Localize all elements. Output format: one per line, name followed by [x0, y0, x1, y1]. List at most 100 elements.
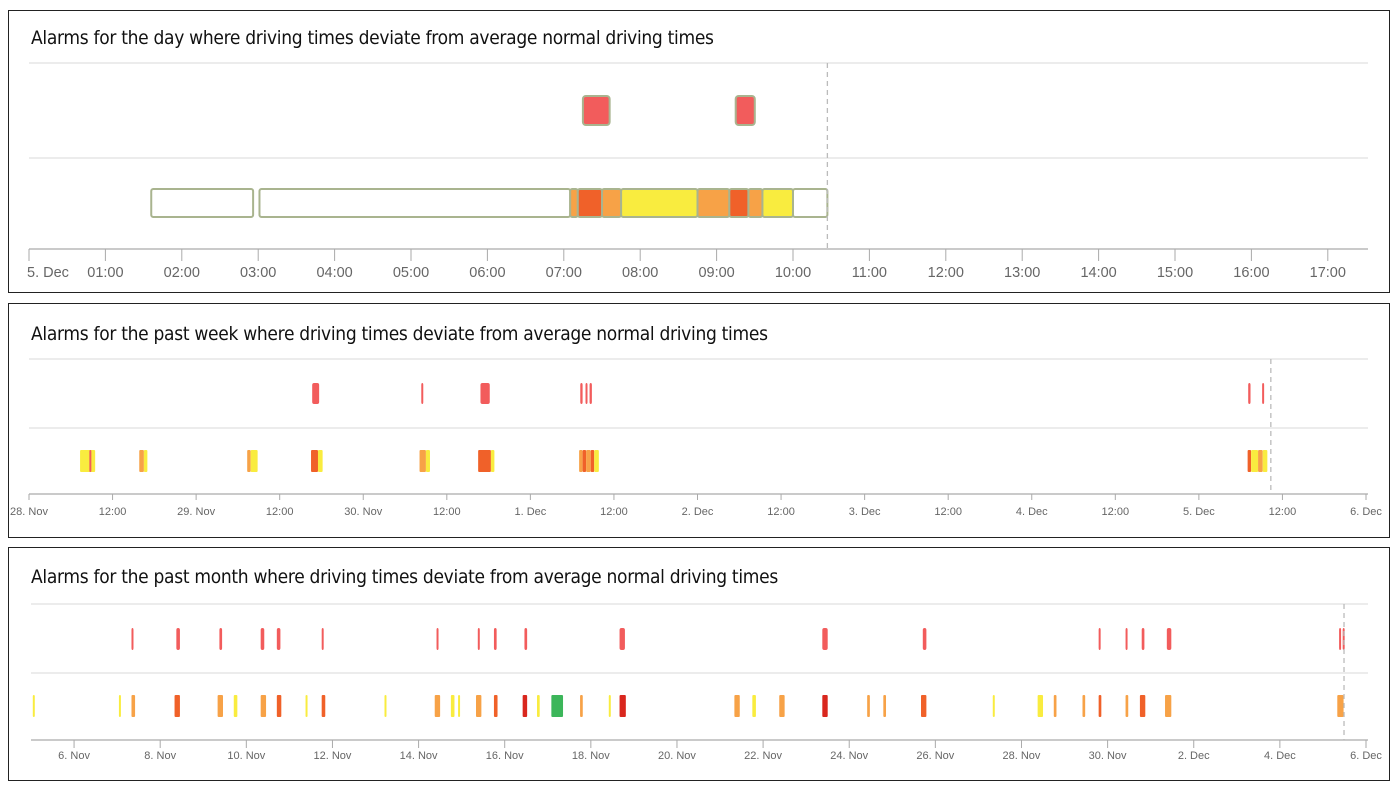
x-tick-label: 4. Dec [1016, 506, 1048, 518]
driving-time-segment [1098, 695, 1102, 717]
alarm-marker [581, 95, 611, 126]
x-tick-label: 24. Nov [830, 750, 868, 762]
driving-time-segment [131, 695, 136, 717]
driving-time-segment [992, 695, 995, 717]
alarm-marker [922, 628, 927, 650]
x-tick-label: 18. Nov [572, 750, 610, 762]
day-alarms-panel: Alarms for the day where driving times d… [8, 10, 1390, 293]
driving-time-segment [450, 695, 455, 717]
x-tick-label: 02:00 [164, 265, 200, 281]
alarm-marker [477, 628, 480, 650]
driving-time-segment [537, 695, 540, 717]
driving-time-segment [569, 188, 579, 218]
driving-time-segment [608, 695, 611, 717]
driving-time-segment [490, 450, 495, 472]
alarm-marker [260, 628, 265, 650]
alarm-marker [822, 628, 828, 650]
driving-time-segment [321, 695, 326, 717]
driving-time-segment [579, 450, 583, 472]
driving-time-segment [1262, 450, 1268, 472]
alarm-marker [524, 628, 528, 650]
x-tick-label: 2. Dec [682, 506, 714, 518]
x-tick-label: 28. Nov [10, 506, 48, 518]
driving-time-segment [1251, 450, 1259, 472]
driving-time-segment [419, 450, 426, 472]
month-timeline-chart: 6. Nov 8. Nov 10. Nov 12. Nov 14. Nov 16. Nov… [31, 603, 1382, 762]
driving-time-segment [233, 695, 238, 717]
driving-time-segment [247, 450, 251, 472]
x-tick-label: 09:00 [698, 265, 734, 281]
x-tick-label: 10. Nov [227, 750, 265, 762]
x-tick-label: 22. Nov [744, 750, 782, 762]
driving-time-segment [1139, 695, 1146, 717]
driving-time-segment [174, 695, 180, 717]
x-tick-label: 12:00 [266, 506, 294, 518]
driving-time-segment [478, 450, 491, 472]
alarm-marker [176, 628, 180, 650]
x-tick-label: 29. Nov [177, 506, 215, 518]
alarm-marker [1339, 628, 1342, 650]
driving-time-segment [217, 695, 223, 717]
driving-time-segment [1247, 450, 1252, 472]
driving-time-segment [921, 695, 927, 717]
alarm-marker [1141, 628, 1145, 650]
driving-time-segment [594, 450, 599, 472]
driving-time-segment [317, 450, 323, 472]
driving-time-segment [1053, 695, 1057, 717]
x-tick-label: 12. Nov [313, 750, 351, 762]
alarm-marker [219, 628, 223, 650]
driving-time-segment [580, 695, 583, 717]
x-tick-label: 5. Dec [27, 265, 69, 281]
driving-time-segment [619, 695, 626, 717]
alarm-marker [1098, 628, 1101, 650]
driving-time-segment [1037, 695, 1044, 717]
x-tick-label: 16. Nov [486, 750, 524, 762]
month-alarms-panel: Alarms for the past month where driving … [8, 547, 1390, 781]
driving-time-segment [590, 450, 595, 472]
x-tick-label: 6. Nov [58, 750, 90, 762]
alarm-marker [493, 628, 497, 650]
panel-title: Alarms for the past week where driving t… [31, 323, 768, 345]
x-tick-label: 6. Dec [1350, 506, 1382, 518]
driving-time-segment [582, 450, 587, 472]
driving-time-segment [425, 450, 430, 472]
driving-time-segment [752, 695, 756, 717]
driving-time-segment [89, 450, 92, 472]
x-tick-label: 17:00 [1310, 265, 1346, 281]
x-tick-label: 07:00 [546, 265, 582, 281]
driving-time-segment [761, 188, 795, 218]
driving-time-segment [734, 695, 740, 717]
driving-time-segment [601, 188, 623, 218]
driving-time-segment [493, 695, 498, 717]
x-tick-label: 14:00 [1080, 265, 1116, 281]
alarm-marker [1262, 383, 1265, 404]
alarm-marker [1248, 383, 1251, 404]
driving-time-segment [150, 188, 255, 218]
alarm-marker [734, 95, 756, 126]
driving-time-segment [305, 695, 308, 717]
x-tick-label: 13:00 [1004, 265, 1040, 281]
week-timeline-chart: 28. Nov 12:00 29. Nov 12:00 30. Nov 12:00 1. D… [10, 358, 1382, 518]
driving-time-segment [576, 188, 603, 218]
x-tick-label: 08:00 [622, 265, 658, 281]
driving-time-segment [250, 450, 258, 472]
x-tick-label: 28. Nov [1003, 750, 1041, 762]
x-tick-label: 01:00 [87, 265, 123, 281]
alarm-marker [619, 628, 625, 650]
x-tick-label: 14. Nov [400, 750, 438, 762]
x-tick-label: 8. Nov [144, 750, 176, 762]
driving-time-segment [883, 695, 887, 717]
driving-time-segment [1082, 695, 1086, 717]
alarm-marker [321, 628, 324, 650]
driving-time-segment [586, 450, 591, 472]
driving-time-segment [792, 188, 829, 218]
x-tick-label: 30. Nov [344, 506, 382, 518]
x-tick-label: 12:00 [1269, 506, 1297, 518]
driving-time-segment [522, 695, 528, 717]
driving-time-segment [779, 695, 785, 717]
driving-time-segment [867, 695, 870, 717]
driving-time-segment [143, 450, 148, 472]
x-tick-label: 30. Nov [1089, 750, 1127, 762]
x-tick-label: 4. Dec [1264, 750, 1296, 762]
alarm-marker [480, 383, 490, 404]
